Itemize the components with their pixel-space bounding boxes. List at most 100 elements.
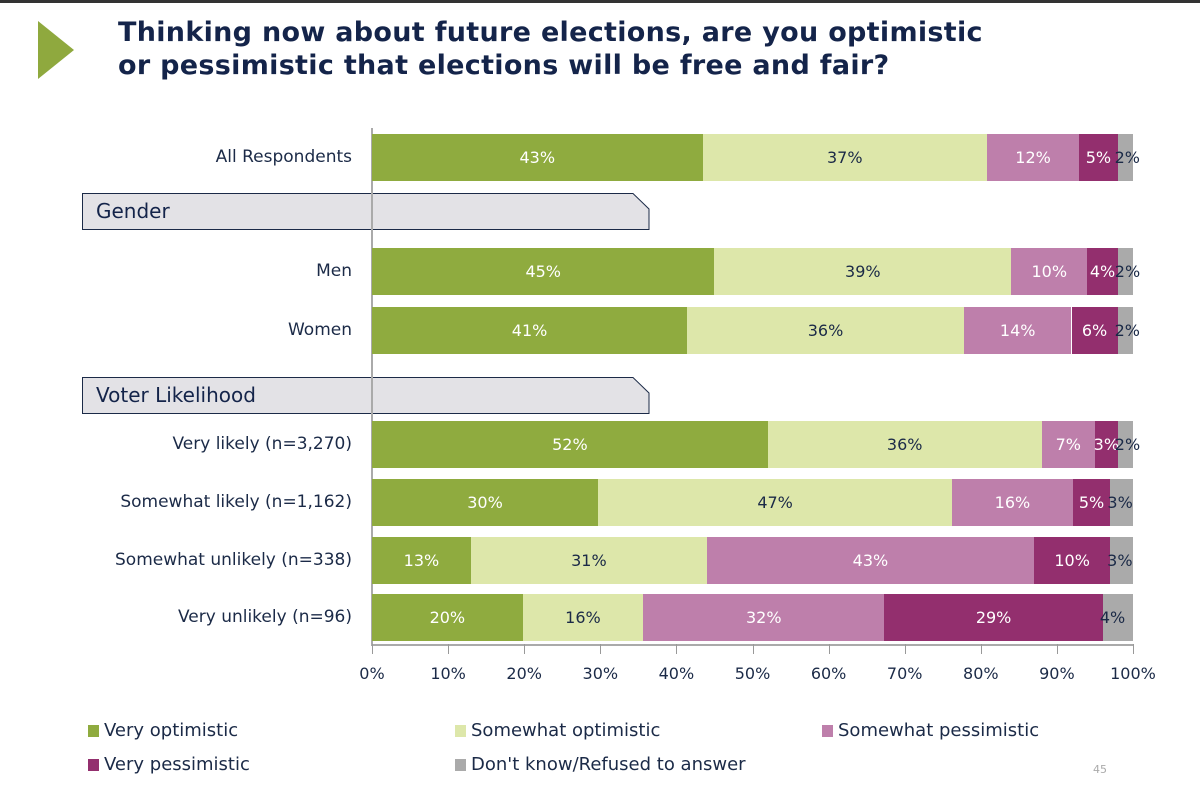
bar-segment: 45% <box>372 248 715 295</box>
legend-item: Very pessimistic <box>88 754 250 775</box>
bar-segment: 4% <box>1100 594 1133 641</box>
legend-swatch <box>88 724 99 737</box>
data-label: 31% <box>571 551 607 570</box>
group-tab-shape <box>82 193 650 230</box>
bar-segment: 14% <box>963 307 1072 354</box>
data-label: 12% <box>1015 148 1051 167</box>
data-label: 3% <box>1107 493 1133 512</box>
group-tab-shape <box>82 377 650 414</box>
bar-row: 13% 31% 43% 10% 3% <box>372 537 1133 584</box>
bar-row: 20% 16% 32% 29% 4% <box>372 594 1133 641</box>
data-label: 2% <box>1114 262 1141 281</box>
group-header-gender: Gender <box>82 193 650 230</box>
data-label: 2% <box>1114 435 1141 454</box>
data-label: 43% <box>519 148 556 167</box>
legend-item: Somewhat pessimistic <box>822 720 1039 741</box>
row-label: All Respondents <box>215 147 352 167</box>
x-tick <box>904 644 906 654</box>
bar-segment: 2% <box>1115 134 1140 181</box>
bar-segment: 31% <box>470 537 707 584</box>
bar-segment: 12% <box>986 134 1080 181</box>
data-label: 30% <box>467 493 503 512</box>
top-rule <box>0 0 1200 3</box>
bar-segment: 30% <box>372 479 599 526</box>
bar-segment: 47% <box>598 479 953 526</box>
row-label: Men <box>316 261 352 281</box>
row-label: Women <box>287 320 352 340</box>
data-label: 4% <box>1089 262 1116 281</box>
legend-item: Somewhat optimistic <box>455 720 660 741</box>
x-tick-label: 40% <box>658 664 695 683</box>
page-number: 45 <box>1093 763 1107 776</box>
x-tick-label: 30% <box>582 664 619 683</box>
row-label: Somewhat unlikely (n=338) <box>115 550 352 570</box>
data-label: 2% <box>1114 148 1141 167</box>
bar-segment: 29% <box>884 594 1103 641</box>
row-label: Very unlikely (n=96) <box>177 607 352 627</box>
bar-segment: 5% <box>1072 479 1111 526</box>
x-tick-label: 50% <box>734 664 771 683</box>
bar-segment: 37% <box>702 134 987 181</box>
x-tick-label: 10% <box>430 664 466 683</box>
data-label: 5% <box>1085 148 1112 167</box>
bar-segment: 20% <box>372 594 523 641</box>
bar-segment: 36% <box>687 307 964 354</box>
legend-item: Don't know/Refused to answer <box>455 754 746 775</box>
data-label: 43% <box>852 551 889 570</box>
bar-row: 41% 36% 14% 6% 2% <box>372 307 1140 354</box>
x-tick <box>1056 644 1058 654</box>
legend-label: Somewhat optimistic <box>471 720 661 741</box>
x-tick-label: 80% <box>963 664 999 683</box>
legend-item: Very optimistic <box>88 720 238 741</box>
bar-segment: 10% <box>1034 537 1111 584</box>
bar-segment: 2% <box>1115 421 1140 468</box>
group-header-voter-likelihood: Voter Likelihood <box>82 377 650 414</box>
data-label: 52% <box>552 435 588 454</box>
bar-segment: 52% <box>372 421 768 468</box>
data-label: 32% <box>746 608 782 627</box>
bar-segment: 13% <box>372 537 471 584</box>
data-label: 36% <box>807 321 844 340</box>
data-label: 47% <box>757 493 793 512</box>
group-label: Gender <box>96 199 170 223</box>
x-tick-label: 0% <box>359 664 385 683</box>
x-tick-label: 90% <box>1039 664 1075 683</box>
x-tick <box>372 644 373 654</box>
row-label: Very likely (n=3,270) <box>172 434 352 454</box>
bar-segment: 7% <box>1041 421 1095 468</box>
x-tick <box>676 644 678 654</box>
data-label: 36% <box>886 435 923 454</box>
bar-segment: 5% <box>1079 134 1118 181</box>
bar-row: 30% 47% 16% 5% 3% <box>372 479 1133 526</box>
data-label: 2% <box>1114 321 1141 340</box>
bar-segment: 16% <box>952 479 1073 526</box>
data-label: 7% <box>1055 435 1081 454</box>
bar-row: 45% 39% 10% 4% 2% <box>372 248 1140 295</box>
data-label: 41% <box>511 321 548 340</box>
play-arrow-icon <box>38 21 74 79</box>
data-label: 5% <box>1078 493 1105 512</box>
bar-segment: 2% <box>1115 307 1140 354</box>
bar-segment: 3% <box>1107 479 1133 526</box>
x-tick <box>524 644 526 654</box>
legend-label: Very optimistic <box>104 720 239 741</box>
bar-segment: 43% <box>372 134 703 181</box>
data-label: 14% <box>999 321 1036 340</box>
legend-label: Don't know/Refused to answer <box>471 754 746 775</box>
data-label: 13% <box>403 551 440 570</box>
legend-swatch <box>455 758 466 771</box>
y-axis-line <box>371 128 373 646</box>
data-label: 10% <box>1054 551 1090 570</box>
x-tick <box>752 644 754 654</box>
data-label: 37% <box>826 148 863 167</box>
x-tick <box>980 644 982 654</box>
x-tick <box>600 644 602 654</box>
legend-label: Somewhat pessimistic <box>838 720 1040 741</box>
data-label: 10% <box>1031 262 1068 281</box>
x-tick <box>828 644 830 654</box>
bar-segment: 32% <box>643 594 885 641</box>
x-tick-label: 60% <box>810 664 847 683</box>
x-tick <box>448 644 450 654</box>
data-label: 16% <box>994 493 1031 512</box>
data-label: 6% <box>1081 321 1108 340</box>
